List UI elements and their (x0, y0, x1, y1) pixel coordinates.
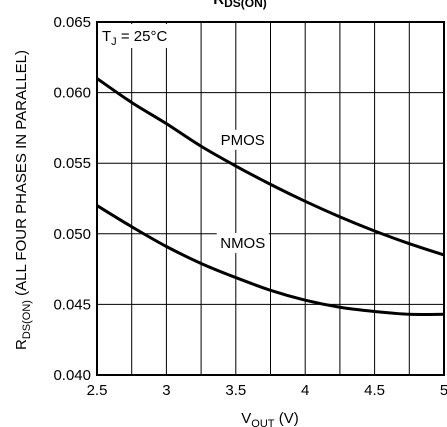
series-labels: PMOS NMOS (216, 129, 269, 253)
annotation-rest: = 25°C (117, 28, 168, 45)
y-axis-label-sub: DS(ON) (21, 300, 33, 339)
series-label-background (216, 232, 269, 253)
y-tick-label: 0.060 (53, 85, 91, 102)
y-tick-label: 0.045 (53, 296, 91, 313)
x-tick-label: 2.5 (87, 382, 108, 399)
x-axis-label-sub: OUT (251, 418, 275, 427)
chart-title: RDS(ON) (213, 0, 267, 10)
x-tick-label: 3.5 (225, 382, 246, 399)
plot-frame (96, 21, 445, 376)
x-axis-label: VOUT (V) (241, 410, 298, 427)
y-tick-label: 0.050 (53, 226, 91, 243)
series-label-pmos: PMOS (221, 132, 265, 149)
y-tick-label: 0.065 (53, 14, 91, 31)
x-tick-label: 4.5 (364, 382, 385, 399)
series-label-background (216, 129, 269, 150)
y-axis-label-main: R (13, 339, 30, 350)
x-tick-label: 4 (301, 382, 309, 399)
y-tick-labels: 0.040 0.045 0.050 0.055 0.060 0.065 (53, 14, 91, 384)
y-tick-label: 0.055 (53, 155, 91, 172)
y-axis-label: RDS(ON) (ALL FOUR PHASES IN PARALLEL) (13, 50, 33, 350)
annotation-main: T (102, 28, 111, 45)
x-tick-label: 3 (162, 382, 170, 399)
grid-lines (97, 22, 444, 375)
series-label-nmos: NMOS (220, 235, 265, 252)
series-line-pmos (96, 77, 445, 257)
chart-title-main: R (213, 0, 224, 8)
annotation-background (99, 24, 187, 48)
x-tick-label: 5 (440, 382, 447, 399)
chart-title-sub: DS(ON) (224, 0, 267, 10)
annotation-sub: J (111, 36, 117, 48)
x-axis-label-main: V (241, 410, 251, 427)
temperature-annotation: TJ = 25°C (102, 28, 167, 48)
y-axis-label-rest: (ALL FOUR PHASES IN PARALLEL) (13, 50, 30, 300)
series-line-nmos (96, 204, 445, 316)
x-tick-labels: 2.5 3 3.5 4 4.5 5 (87, 382, 447, 399)
data-series (96, 77, 445, 316)
x-axis-label-unit: (V) (275, 410, 299, 427)
y-tick-label: 0.040 (53, 367, 91, 384)
